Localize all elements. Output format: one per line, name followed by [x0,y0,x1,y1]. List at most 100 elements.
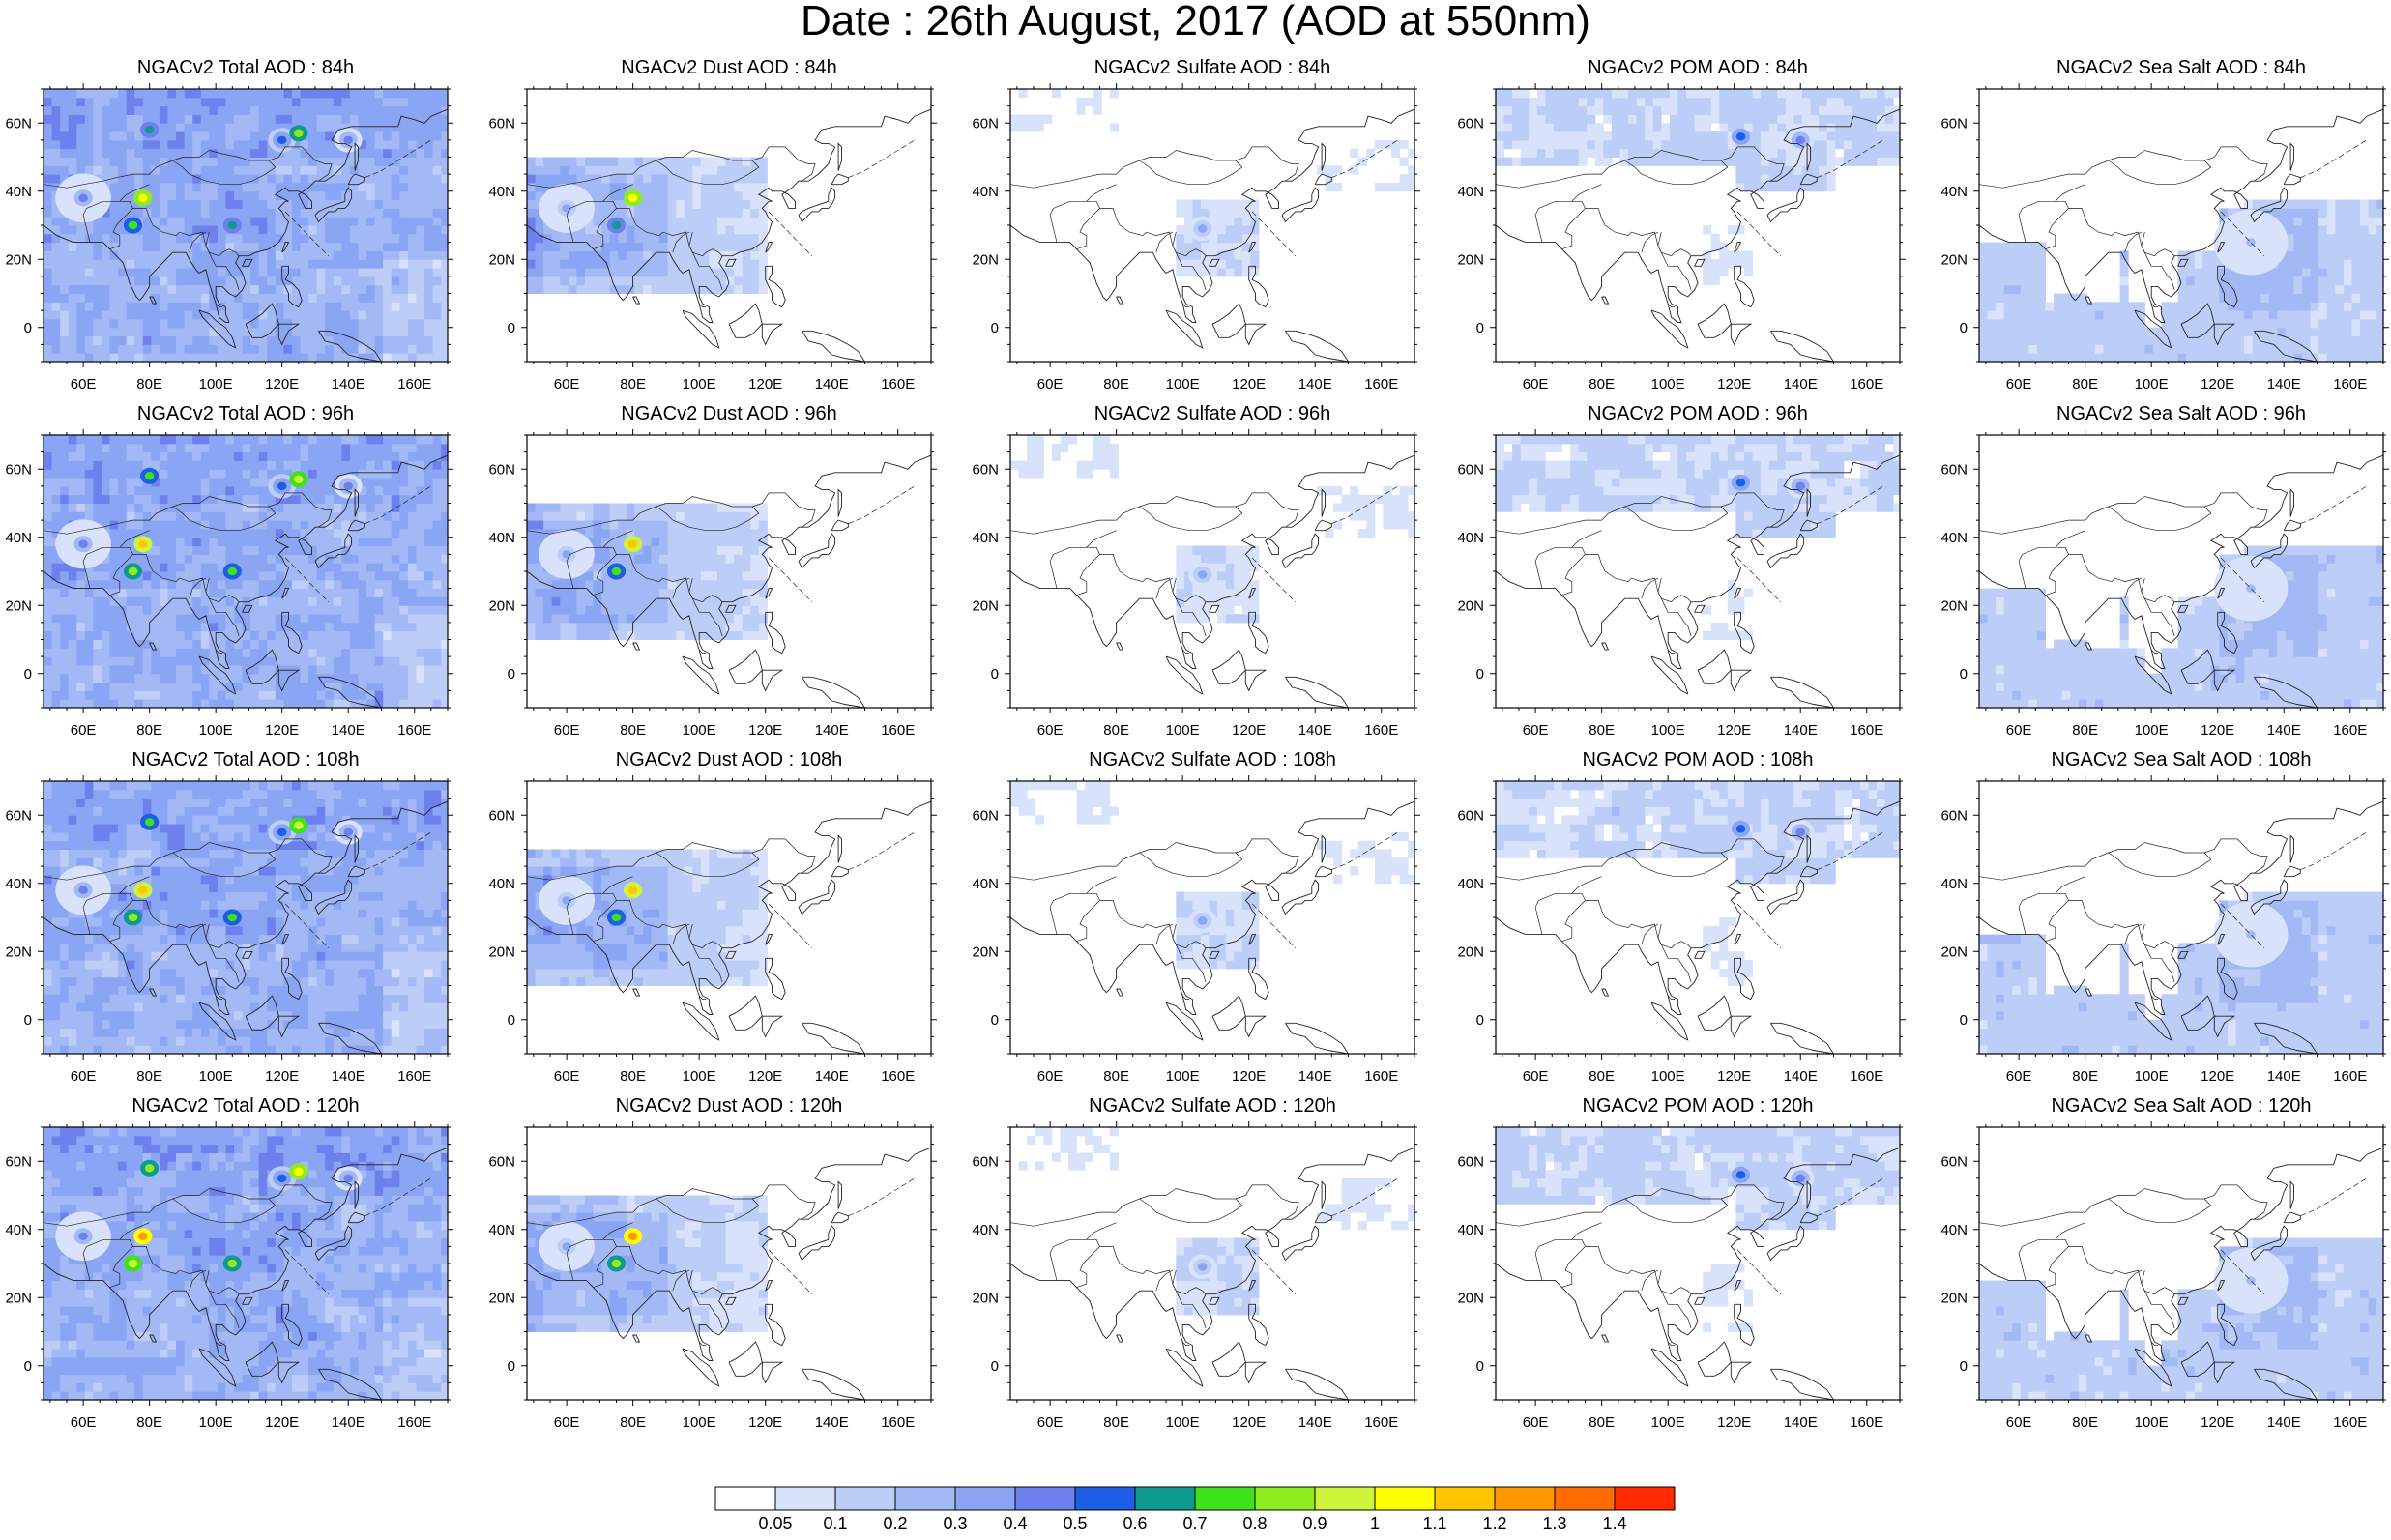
lat-tick-label: 60N [5,461,32,478]
lon-tick-label: 100E [683,722,716,739]
colorbar-swatch [1135,1487,1195,1510]
lon-tick-label: 60E [1523,376,1549,392]
lon-tick-label: 80E [1589,376,1615,392]
aod-hotspot [294,822,304,829]
lat-tick-label: 20N [5,597,32,614]
lon-tick-label: 60E [554,1068,580,1085]
lon-tick-label: 100E [2135,1068,2169,1085]
lat-tick-label: 60N [1457,1153,1484,1170]
lat-tick-label: 40N [1940,530,1968,546]
colorbar-swatch [775,1487,835,1510]
colorbar-swatch [1015,1487,1075,1510]
lat-tick-label: 0 [508,666,515,683]
lat-tick-label: 60N [972,1153,999,1170]
lon-tick-label: 160E [1850,376,1883,392]
aod-hotspot [612,221,622,229]
lon-tick-label: 140E [2267,722,2301,739]
lon-tick-label: 160E [1850,1414,1883,1431]
colorbar-label: 1.2 [1482,1514,1506,1533]
lat-tick-label: 40N [1940,1222,1968,1238]
lat-tick-label: 0 [24,666,32,683]
lon-tick-label: 120E [265,1414,299,1431]
lat-tick-label: 40N [1457,184,1484,200]
aod-hotspot [612,1260,622,1267]
lon-tick-label: 60E [554,722,580,739]
lon-tick-label: 140E [815,376,849,392]
lon-tick-label: 120E [2201,376,2234,392]
lon-tick-label: 160E [1364,1068,1398,1085]
aod-hotspot [129,221,138,229]
lon-tick-label: 140E [1784,722,1818,739]
aod-field [527,1196,768,1333]
lon-tick-label: 120E [1232,1068,1266,1085]
aod-hotspot [343,482,353,490]
lat-tick-label: 60N [1940,461,1968,478]
lat-tick-label: 40N [1457,876,1484,892]
lon-tick-label: 120E [1717,376,1751,392]
lon-tick-label: 100E [1166,376,1200,392]
lat-tick-label: 20N [5,251,32,268]
aod-field [527,504,768,641]
aod-field [1979,200,2385,363]
aod-hotspot [343,828,353,836]
lat-tick-label: 40N [488,530,515,546]
lon-tick-label: 60E [2006,1414,2032,1431]
aod-hotspot [1198,224,1208,232]
aod-field [1496,1127,1902,1332]
aod-hotspot [1795,482,1805,490]
lon-tick-label: 160E [881,376,915,392]
colorbar-label: 0.05 [758,1514,792,1533]
colorbar-swatch [955,1487,1015,1510]
aod-hotspot [277,136,287,144]
lat-tick-label: 40N [1457,530,1484,546]
lon-tick-label: 80E [2072,1414,2098,1431]
aod-hotspot [277,828,287,836]
aod-hotspot [612,914,622,921]
colorbar-label: 1 [1370,1514,1380,1533]
lon-tick-label: 100E [683,1068,716,1085]
lat-tick-label: 60N [488,807,515,824]
colorbar-swatch [835,1487,895,1510]
lon-tick-label: 80E [2072,1068,2098,1085]
colorbar-label: 0.1 [823,1514,847,1533]
aod-field [1979,546,2385,709]
aod-hotspot [138,886,148,894]
lat-tick-label: 60N [5,807,32,824]
aod-field [44,89,450,363]
lon-tick-label: 140E [1784,1414,1818,1431]
aod-field [1979,1238,2385,1401]
lat-tick-label: 0 [1476,320,1484,336]
lon-tick-label: 140E [1298,376,1332,392]
lat-tick-label: 20N [1940,1290,1968,1306]
aod-hotspot [1736,1171,1746,1178]
lon-tick-label: 140E [1298,722,1332,739]
lon-tick-label: 100E [1166,722,1200,739]
lat-tick-label: 20N [1940,597,1968,614]
lat-tick-label: 40N [5,876,32,892]
lat-tick-label: 20N [1457,944,1484,960]
lat-tick-label: 60N [972,115,999,131]
lat-tick-label: 0 [1960,1012,1968,1029]
lat-tick-label: 40N [1940,184,1968,200]
aod-hotspot [145,1164,155,1172]
lon-tick-label: 80E [620,1414,646,1431]
aod-hotspot [228,221,238,229]
lon-tick-label: 80E [1103,722,1129,739]
aod-hotspot [628,194,638,202]
